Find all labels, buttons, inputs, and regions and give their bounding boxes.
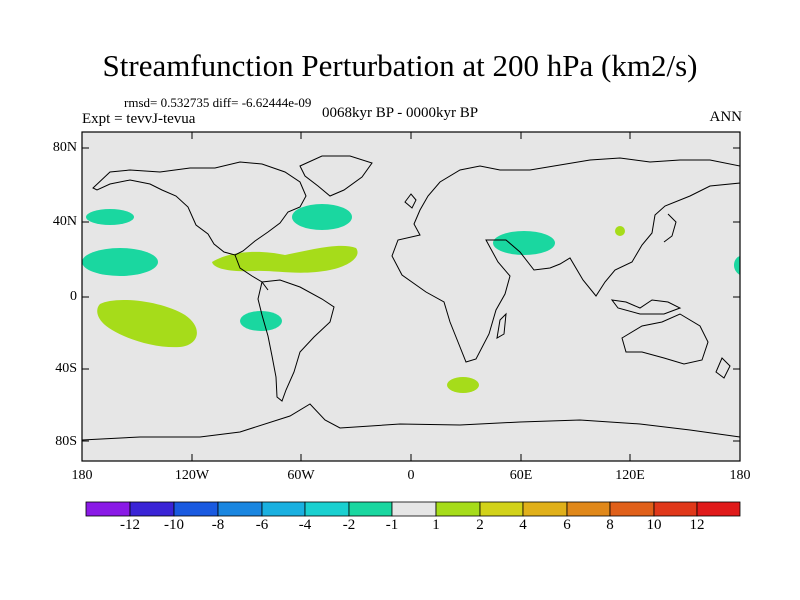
- anomaly-region: [615, 226, 625, 236]
- coastline-madagascar: [496, 312, 507, 339]
- coastlines: [81, 155, 741, 441]
- colorbar-label: 4: [519, 517, 527, 533]
- lat-label: 40N: [52, 214, 77, 229]
- coastline-eurasia-africa: [391, 157, 741, 363]
- anomaly-region: [292, 204, 352, 230]
- colorbar-label: 10: [646, 517, 662, 533]
- coastline-new-zealand: [715, 357, 731, 379]
- colorbar-label: 8: [606, 517, 614, 533]
- lon-label: 120W: [174, 468, 210, 483]
- lat-label: 40S: [55, 361, 77, 376]
- colorbar: [85, 501, 741, 517]
- colorbar-box: [653, 501, 698, 517]
- coastline-south-america: [257, 279, 335, 402]
- coastline-australia: [621, 313, 709, 365]
- lon-label: 180: [71, 468, 93, 483]
- anomaly-region: [240, 311, 282, 331]
- colorbar-box: [261, 501, 306, 517]
- colorbar-label: 6: [563, 517, 571, 533]
- coastline-maritime-continent: [610, 299, 682, 315]
- colorbar-label: -1: [385, 517, 399, 533]
- colorbar-box: [391, 501, 437, 517]
- anomaly-region: [97, 299, 197, 348]
- colorbar-box: [173, 501, 219, 517]
- period-label: 0068kyr BP - 0000kyr BP: [322, 105, 479, 121]
- colorbar-label: 2: [476, 517, 484, 533]
- lon-label: 120E: [615, 468, 645, 483]
- coastline-central-america: [234, 254, 269, 291]
- colorbar-label: -12: [120, 517, 140, 533]
- rmsd-stats: rmsd= 0.532735 diff= -6.62444e-09: [124, 95, 312, 110]
- colorbar-box: [348, 501, 393, 517]
- colorbar-label: 12: [689, 517, 705, 533]
- lat-label: 80S: [55, 434, 77, 449]
- plot-title: Streamfunction Perturbation at 200 hPa (…: [102, 48, 698, 83]
- coastline-greenland: [299, 155, 373, 197]
- coastline-japan: [663, 213, 677, 243]
- colorbar-box: [522, 501, 568, 517]
- anomaly-region: [212, 245, 358, 273]
- anomaly-region: [82, 248, 158, 276]
- lat-label: 80N: [52, 140, 77, 155]
- lon-label: 60W: [287, 468, 315, 483]
- lon-label: 0: [407, 468, 415, 483]
- colorbar-box: [85, 501, 131, 517]
- season-label: ANN: [709, 109, 743, 125]
- colorbar-label: 1: [432, 517, 440, 533]
- lon-label: 60E: [509, 468, 533, 483]
- colorbar-box: [479, 501, 524, 517]
- anomaly-region: [493, 231, 555, 255]
- colorbar-label: -8: [211, 517, 225, 533]
- colorbar-box: [129, 501, 175, 517]
- colorbar-label: -6: [255, 517, 269, 533]
- colorbar-label: -10: [164, 517, 184, 533]
- anomaly-region: [86, 209, 134, 225]
- anomaly-region: [733, 256, 740, 275]
- map-background: [82, 132, 740, 461]
- axis-ticks: [82, 132, 740, 461]
- anomaly-region: [447, 377, 479, 393]
- coastline-north-america: [92, 161, 307, 256]
- colorbar-label: -4: [298, 517, 312, 533]
- colorbar-box: [609, 501, 655, 517]
- colorbar-box: [435, 501, 481, 517]
- colorbar-box: [304, 501, 350, 517]
- colorbar-box: [696, 501, 741, 517]
- colorbar-box: [566, 501, 611, 517]
- colorbar-label: -2: [342, 517, 356, 533]
- lat-label: 0: [70, 289, 77, 304]
- anomaly-layer: [82, 204, 740, 393]
- colorbar-box: [217, 501, 263, 517]
- experiment-label: Expt = tevvJ-tevua: [82, 111, 196, 127]
- coastline-antarctica: [81, 403, 741, 441]
- lon-label: 180: [729, 468, 751, 483]
- coastline-british-isles: [404, 193, 417, 209]
